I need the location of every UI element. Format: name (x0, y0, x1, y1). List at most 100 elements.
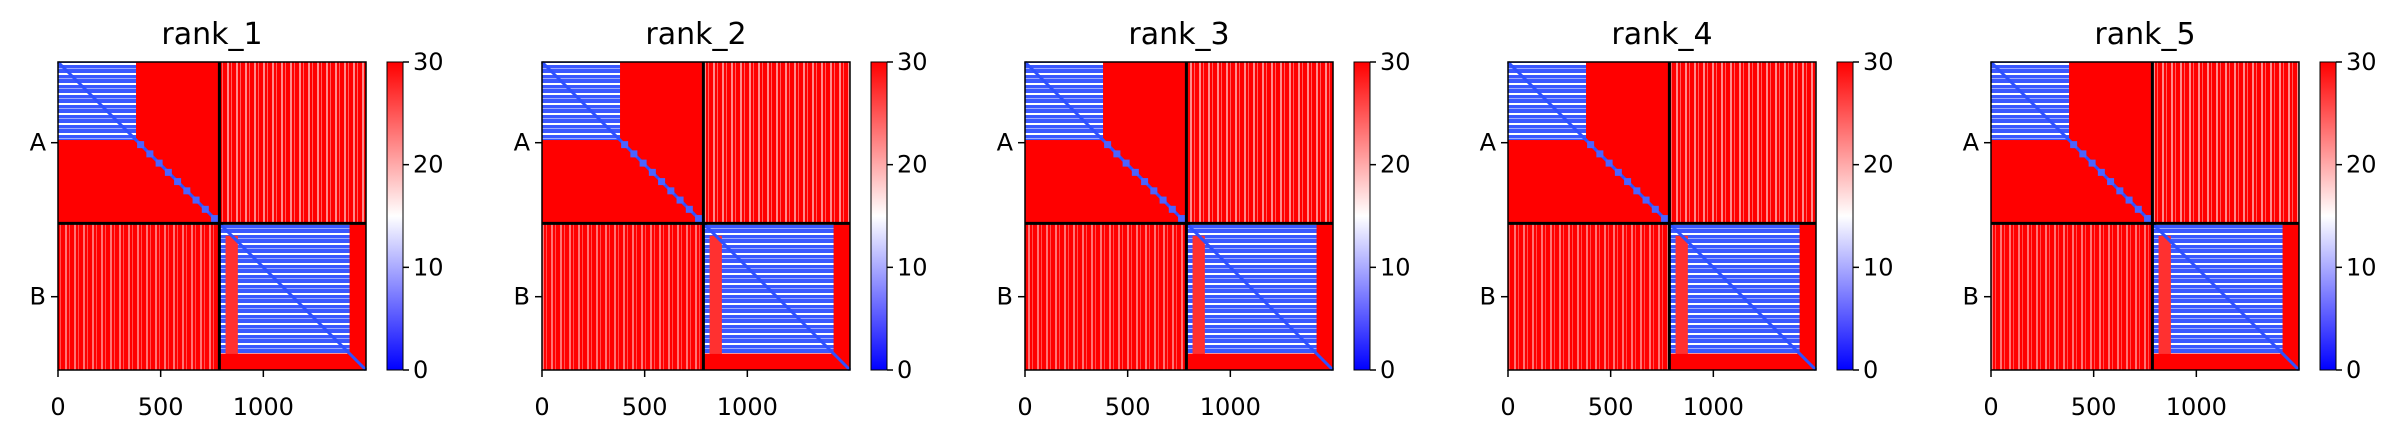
heatmap-offdiag-ba (542, 223, 704, 370)
heatmap-offdiag-ab (703, 62, 850, 224)
heatmap-offdiag-ba (1025, 223, 1187, 370)
heatmap-block-gap (2158, 235, 2171, 354)
heatmap-diag-block (1168, 205, 1176, 213)
ytick-label-B: B (997, 283, 1013, 311)
heatmap-offdiag-ab (2152, 62, 2299, 224)
heatmap-diag-block (201, 205, 209, 213)
colorbar-tick-label: 30 (897, 48, 928, 76)
colorbar (1353, 61, 1371, 371)
heatmap-diag-block (1596, 150, 1604, 158)
heatmap-diag-block (137, 141, 145, 149)
colorbar-tick-label: 30 (2346, 48, 2377, 76)
xtick-label: 500 (2071, 393, 2117, 421)
xtick-label: 1000 (717, 393, 778, 421)
panel-title: rank_2 (645, 17, 746, 52)
xtick-label: 500 (1588, 393, 1634, 421)
ytick-label-B: B (1480, 283, 1496, 311)
plot-frame (1990, 61, 2300, 371)
panel-2: rank_2 A B 0 500 1000 0 10 20 30 (514, 17, 928, 421)
xtick-label: 1000 (1683, 393, 1744, 421)
heatmap-diag-block (2079, 150, 2087, 158)
heatmap-diag-block (621, 141, 629, 149)
panel-1: rank_1 A B 0 500 1000 0 10 20 30 (30, 17, 444, 421)
xtick-label: 1000 (1200, 393, 1261, 421)
colorbar-tick-label: 0 (1380, 356, 1395, 384)
ytick-label-B: B (1963, 283, 1979, 311)
heatmap-diag-block (2134, 205, 2142, 213)
heatmap-diag-block (1178, 215, 1186, 223)
panel-title: rank_5 (2094, 17, 2195, 52)
panel-3: rank_3 A B 0 500 1000 0 10 20 30 (997, 17, 1411, 421)
heatmap-diag-block (174, 178, 182, 186)
heatmap-diag-block (676, 196, 684, 204)
heatmap-diag-block (2088, 159, 2096, 167)
xtick-label: 0 (534, 393, 549, 421)
heatmap-diag-block (164, 168, 172, 176)
xtick-label: 500 (622, 393, 668, 421)
ytick-label-A: A (1480, 129, 1497, 157)
colorbar-tick-label: 30 (413, 48, 444, 76)
heatmap-diag-block (1104, 141, 1112, 149)
heatmap-diag-block (667, 187, 675, 195)
colorbar (2319, 61, 2337, 371)
ytick-label-A: A (30, 129, 47, 157)
heatmap-block-gap (225, 235, 238, 354)
heatmap-diag-block (2125, 196, 2133, 204)
panel-title: rank_3 (1128, 17, 1229, 52)
colorbar-tick-label: 10 (897, 253, 928, 281)
heatmap-diag-block (639, 159, 647, 167)
heatmap-diag-block (658, 178, 666, 186)
heatmap-diag-block (1651, 205, 1659, 213)
heatmap-block-gap (1192, 235, 1205, 354)
colorbar-tick-label: 10 (1863, 253, 1894, 281)
panel-title: rank_1 (161, 17, 262, 52)
colorbar-tick-label: 10 (413, 253, 444, 281)
heatmap-diag-block (2070, 141, 2078, 149)
colorbar-tick-label: 10 (2346, 253, 2377, 281)
ytick-label-A: A (997, 129, 1014, 157)
plot-frame (1507, 61, 1817, 371)
colorbar (870, 61, 888, 371)
heatmap-offdiag-ab (219, 62, 366, 224)
heatmap-diag-block (183, 187, 191, 195)
colorbar-tick-label: 0 (413, 356, 428, 384)
heatmap-offdiag-ba (1991, 223, 2153, 370)
plot-frame (57, 61, 367, 371)
xtick-label: 0 (1017, 393, 1032, 421)
heatmap-diag-block (1122, 159, 1130, 167)
heatmap-diag-block (211, 215, 219, 223)
heatmap-diag-block (2144, 215, 2152, 223)
colorbar-tick-label: 0 (1863, 356, 1878, 384)
colorbar (1836, 61, 1854, 371)
xtick-label: 1000 (233, 393, 294, 421)
ytick-label-B: B (30, 283, 46, 311)
colorbar-tick-label: 20 (2346, 151, 2377, 179)
heatmap-diag-block (630, 150, 638, 158)
heatmap-diag-block (1159, 196, 1167, 204)
heatmap-diag-block (1150, 187, 1158, 195)
heatmap-diag-block (146, 150, 154, 158)
heatmap-diag-block (1131, 168, 1139, 176)
colorbar-tick-label: 10 (1380, 253, 1411, 281)
heatmap-offdiag-ab (1186, 62, 1333, 224)
colorbar-tick-label: 20 (897, 151, 928, 179)
colorbar (386, 61, 404, 371)
heatmap-diag-block (1624, 178, 1632, 186)
heatmap-diag-block (1587, 141, 1595, 149)
heatmap-diag-block (1661, 215, 1669, 223)
xtick-label: 0 (1500, 393, 1515, 421)
heatmap-diag-block (1633, 187, 1641, 195)
heatmap-block-gap (1675, 235, 1688, 354)
colorbar-tick-label: 0 (897, 356, 912, 384)
heatmap-diag-block (2097, 168, 2105, 176)
colorbar-tick-label: 20 (1863, 151, 1894, 179)
heatmap-diag-block (1642, 196, 1650, 204)
colorbar-tick-label: 20 (413, 151, 444, 179)
heatmap-diag-block (1141, 178, 1149, 186)
heatmap-diag-block (1614, 168, 1622, 176)
heatmap-diag-block (695, 215, 703, 223)
xtick-label: 500 (138, 393, 184, 421)
colorbar-tick-label: 20 (1380, 151, 1411, 179)
colorbar-tick-label: 0 (2346, 356, 2361, 384)
